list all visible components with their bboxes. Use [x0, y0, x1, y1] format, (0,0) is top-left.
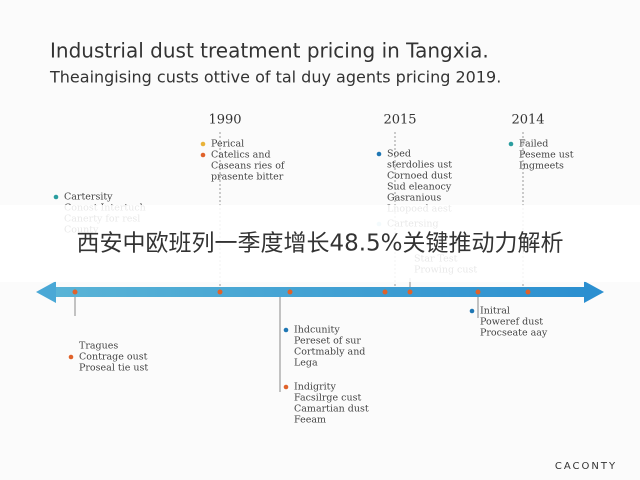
- event-text: Ingmeets: [519, 161, 564, 172]
- event-text: Pereset of sur: [294, 336, 361, 347]
- event-dot: [53, 194, 59, 200]
- year-label: 2014: [511, 113, 544, 128]
- event-text: Camartian dust: [294, 404, 369, 415]
- timeline-bar: [48, 287, 592, 297]
- event-dot: [508, 141, 514, 147]
- subtitle: Theaingising custs ottive of tal duy age…: [49, 68, 501, 87]
- event-text: Ihdcunity: [294, 325, 340, 336]
- event-dot: [200, 152, 206, 158]
- event-text: Peseme ust: [519, 150, 574, 161]
- events: 199020152014CartersityConost IntertuchCa…: [53, 113, 574, 426]
- year-label: 1990: [208, 113, 241, 128]
- event-text: Initral: [480, 306, 510, 317]
- timeline-node: [475, 289, 481, 295]
- event-dot: [283, 327, 289, 333]
- timeline-arrow-right: [584, 281, 604, 303]
- event-text: Feeam: [294, 415, 326, 426]
- event-text: Contrage oust: [79, 352, 148, 363]
- timeline-arrow-left: [36, 281, 56, 303]
- timeline-node: [525, 289, 531, 295]
- event-text: Failed: [519, 139, 548, 150]
- banner-bg: [0, 205, 640, 282]
- event-text: Soed: [387, 149, 411, 160]
- event-text: Gasranious: [387, 193, 441, 204]
- event-text: Caseans ries of: [211, 161, 286, 172]
- event-text: Cartersity: [64, 192, 113, 203]
- event-dot: [469, 308, 475, 314]
- event-text: Lega: [294, 358, 318, 369]
- timeline-node: [217, 289, 223, 295]
- title: Industrial dust treatment pricing in Tan…: [50, 39, 489, 63]
- footer-logo: CACONTY: [555, 461, 617, 472]
- event-text: prasente bitter: [211, 172, 284, 183]
- event-dot: [68, 354, 74, 360]
- banner-text: 西安中欧班列一季度增长48.5%关键推动力解析: [76, 231, 563, 257]
- timeline-node: [407, 289, 413, 295]
- timeline-node: [287, 289, 293, 295]
- event-text: Tragues: [79, 341, 118, 352]
- timeline-node: [382, 289, 388, 295]
- event-text: Perical: [211, 139, 244, 150]
- event-dot: [376, 151, 382, 157]
- event-dot: [283, 384, 289, 390]
- event-text: Cortmably and: [294, 347, 365, 358]
- year-label: 2015: [383, 113, 416, 128]
- event-text: sterdolies ust: [387, 160, 452, 171]
- timeline-node: [72, 289, 78, 295]
- event-dot: [200, 141, 206, 147]
- event-text: Poweref dust: [480, 317, 543, 328]
- event-text: Proseal tie ust: [79, 363, 148, 374]
- event-text: Catelics and: [211, 150, 271, 161]
- event-text: Indigrity: [294, 382, 336, 393]
- event-text: Facsilrge cust: [294, 393, 361, 404]
- event-text: Sud eleanocy: [387, 182, 452, 193]
- event-text: Cornoed dust: [387, 171, 452, 182]
- event-text: Procseate aay: [480, 328, 548, 339]
